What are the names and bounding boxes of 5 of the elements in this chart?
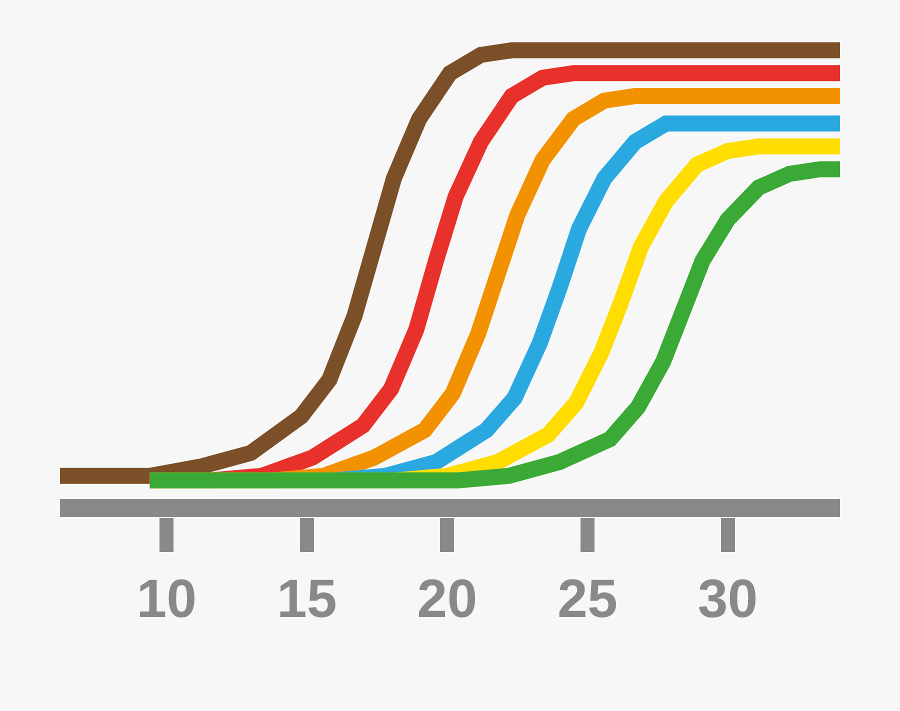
x-tick-label: 25 bbox=[557, 568, 618, 629]
x-tick-label: 10 bbox=[136, 568, 197, 629]
x-tick-label: 15 bbox=[276, 568, 337, 629]
x-tick-label: 20 bbox=[417, 568, 478, 629]
x-tick-label: 30 bbox=[698, 568, 758, 629]
